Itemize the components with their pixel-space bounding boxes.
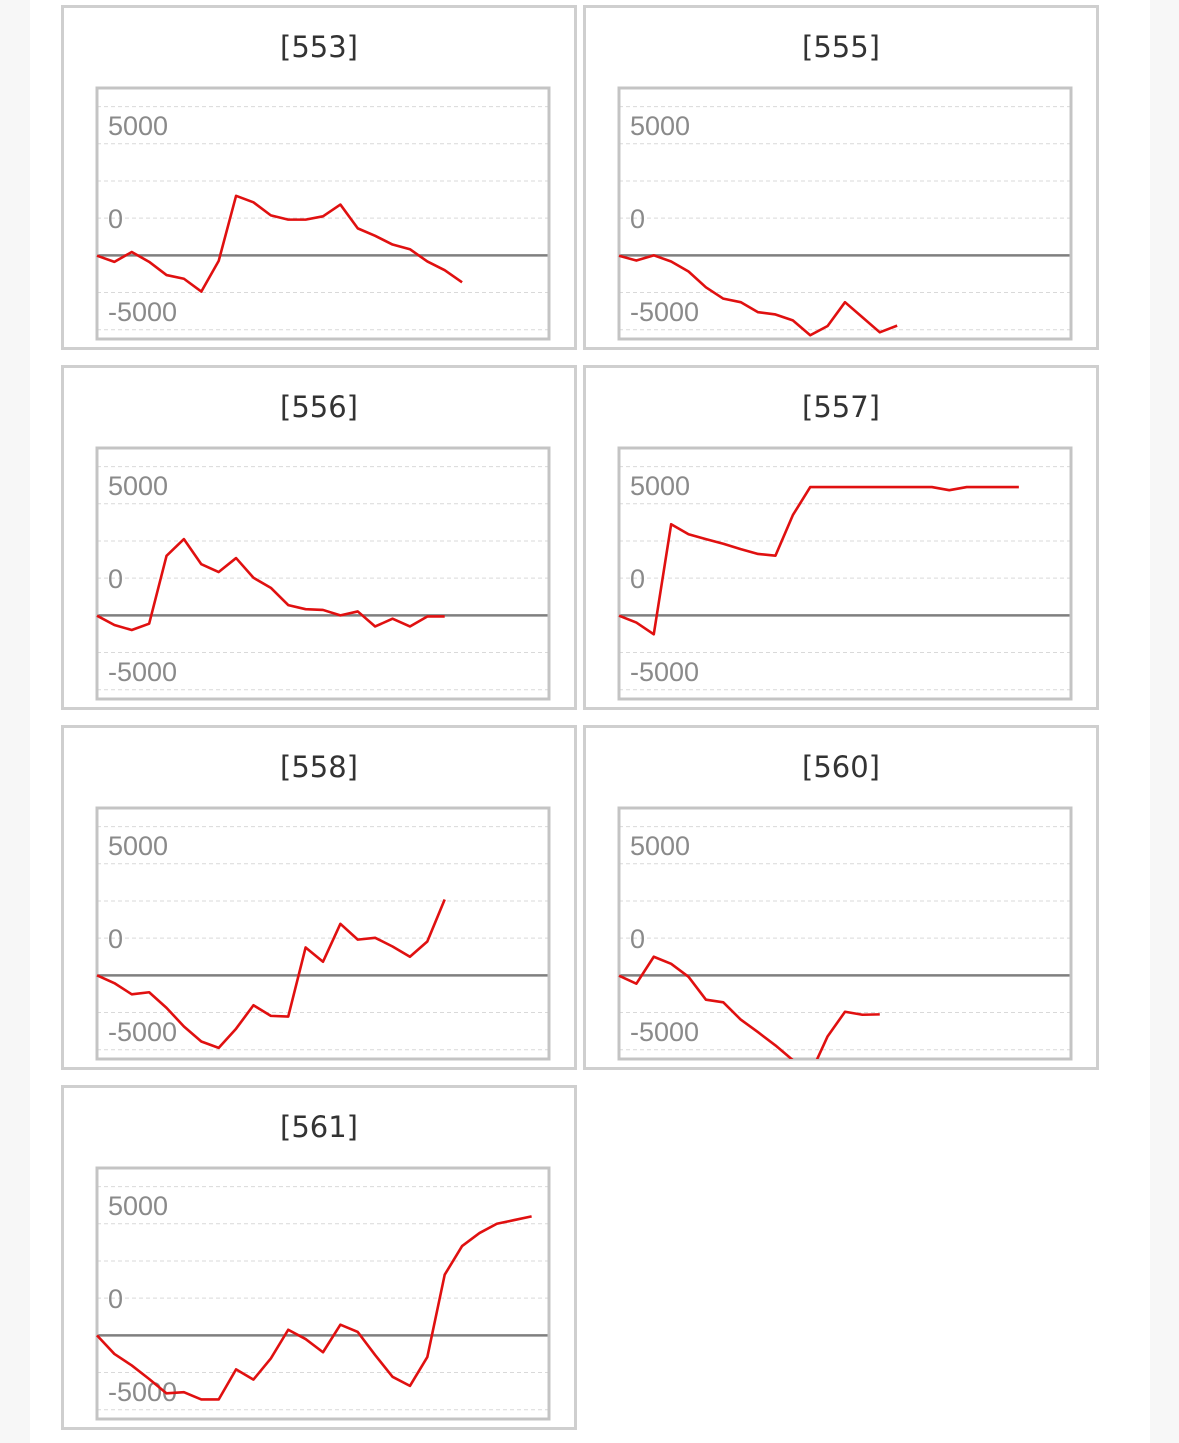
series-line bbox=[618, 955, 880, 1059]
y-tick-label: -5000 bbox=[108, 657, 177, 687]
y-tick-label: 5000 bbox=[108, 111, 168, 141]
y-tick-label: 0 bbox=[108, 924, 123, 954]
chart-svg: 5000 0 -5000 bbox=[617, 446, 1073, 701]
plot-frame bbox=[95, 806, 551, 1061]
plot-frame bbox=[95, 86, 551, 341]
chart-title: [558] bbox=[280, 750, 358, 784]
y-tick-label: -5000 bbox=[630, 1017, 699, 1047]
y-tick-label: 5000 bbox=[108, 1191, 168, 1221]
plot-frame bbox=[617, 86, 1073, 341]
series-line bbox=[96, 898, 446, 1050]
series-line bbox=[96, 537, 445, 632]
series-line bbox=[618, 485, 1019, 636]
chart-title: [555] bbox=[802, 30, 880, 64]
plot-frame bbox=[95, 1166, 551, 1421]
chart-panel: [558] 5000 0 -5000 bbox=[61, 725, 577, 1070]
chart-panel: [557] 5000 0 -5000 bbox=[583, 365, 1099, 710]
series-line bbox=[96, 1215, 532, 1401]
chart-svg: 5000 0 -5000 bbox=[617, 806, 1073, 1061]
chart-panel: [556] 5000 0 -5000 bbox=[61, 365, 577, 710]
y-tick-label: 0 bbox=[630, 924, 645, 954]
plot-frame bbox=[617, 806, 1073, 1061]
series-line bbox=[618, 254, 898, 337]
chart-svg: 5000 0 -5000 bbox=[95, 446, 551, 701]
y-tick-label: -5000 bbox=[108, 297, 177, 327]
y-tick-label: 0 bbox=[108, 1284, 123, 1314]
y-tick-label: 5000 bbox=[630, 111, 690, 141]
chart-title: [556] bbox=[280, 390, 358, 424]
plot-frame bbox=[95, 446, 551, 701]
y-tick-label: -5000 bbox=[630, 297, 699, 327]
y-tick-label: 5000 bbox=[108, 471, 168, 501]
chart-title: [561] bbox=[280, 1110, 358, 1144]
chart-panel: [555] 5000 0 -5000 bbox=[583, 5, 1099, 350]
y-tick-label: 0 bbox=[630, 564, 645, 594]
y-tick-label: 5000 bbox=[630, 471, 690, 501]
plot-frame bbox=[617, 446, 1073, 701]
chart-grid: [553] 5000 0 -5000 [555] 5000 0 -5000 [556] 5000 0… bbox=[30, 0, 1150, 1443]
chart-panel: [553] 5000 0 -5000 bbox=[61, 5, 577, 350]
chart-panel: [560] 5000 0 -5000 bbox=[583, 725, 1099, 1070]
chart-title: [553] bbox=[280, 30, 358, 64]
chart-title: [557] bbox=[802, 390, 880, 424]
y-tick-label: 5000 bbox=[630, 831, 690, 861]
chart-svg: 5000 0 -5000 bbox=[95, 86, 551, 341]
y-tick-label: 0 bbox=[108, 564, 123, 594]
y-tick-label: 5000 bbox=[108, 831, 168, 861]
series-line bbox=[96, 194, 463, 293]
y-tick-label: -5000 bbox=[630, 657, 699, 687]
chart-title: [560] bbox=[802, 750, 880, 784]
chart-svg: 5000 0 -5000 bbox=[95, 806, 551, 1061]
chart-panel: [561] 5000 0 -5000 bbox=[61, 1085, 577, 1430]
chart-svg: 5000 0 -5000 bbox=[617, 86, 1073, 341]
y-tick-label: 0 bbox=[630, 204, 645, 234]
y-tick-label: 0 bbox=[108, 204, 123, 234]
y-tick-label: -5000 bbox=[108, 1017, 177, 1047]
